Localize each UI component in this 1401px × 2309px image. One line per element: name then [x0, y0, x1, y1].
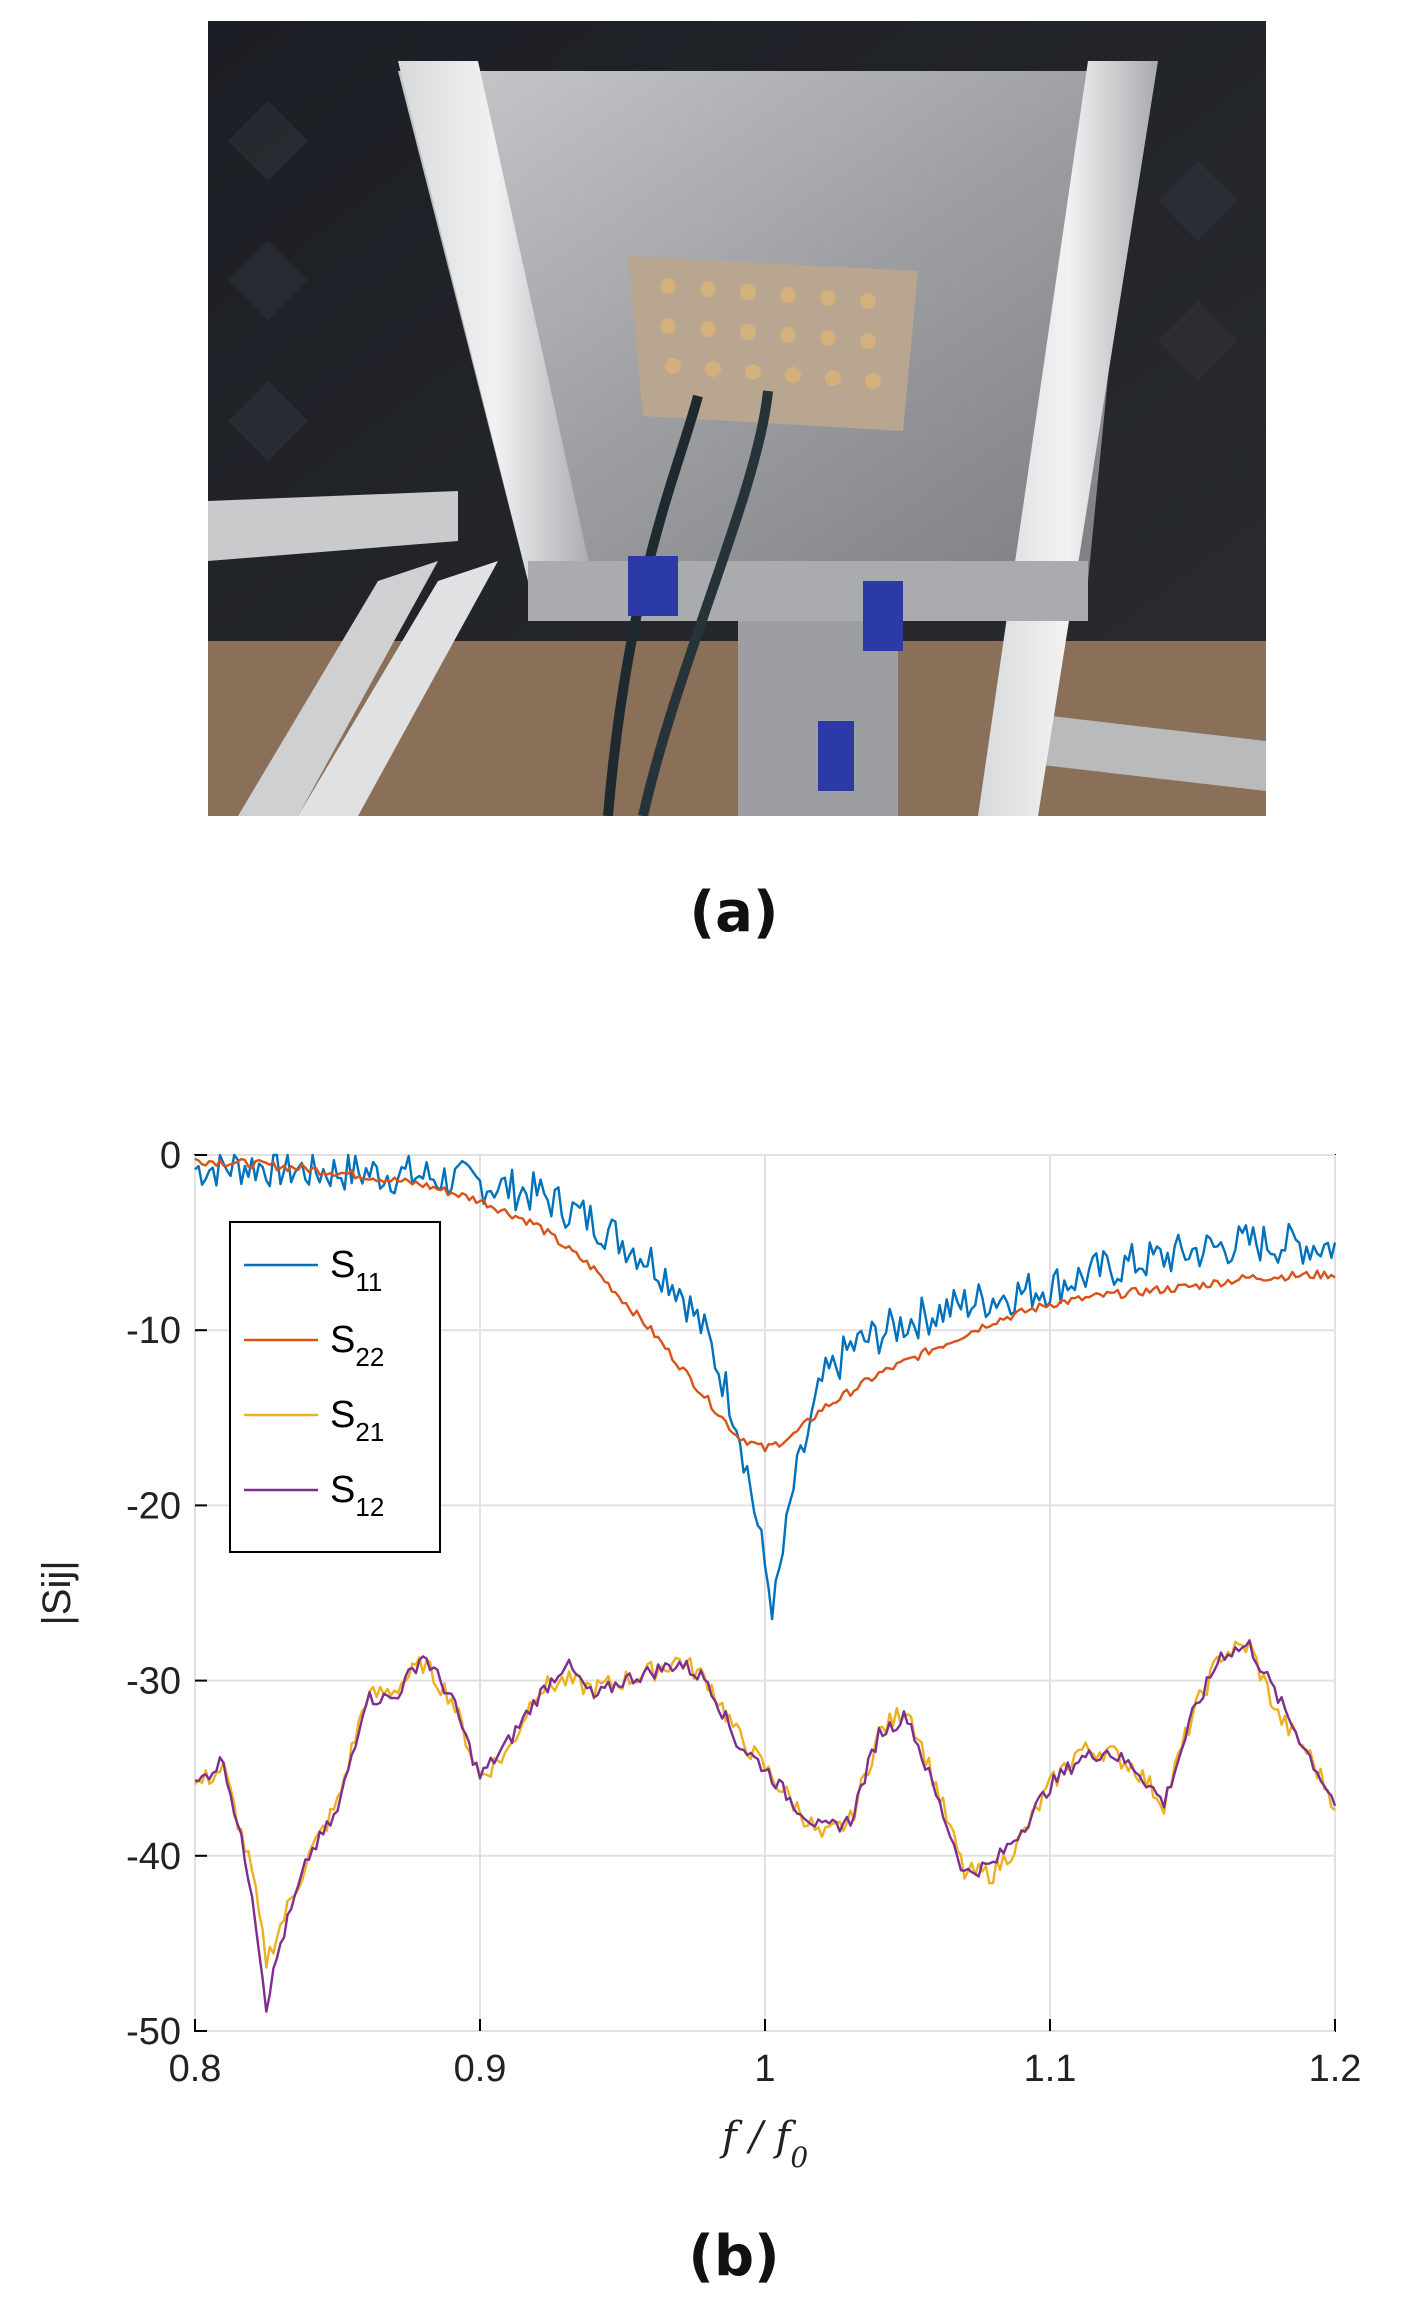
x-tick-label: 0.8	[169, 2048, 222, 2090]
legend-entry: S12	[330, 1469, 384, 1522]
s-parameter-chart: 0.8 0.9 1 1.1 1.2 0 -10 -20 -30 -40 -50 S11 S22 S21 S…	[0, 1100, 1401, 2210]
y-tick-label: -40	[126, 1836, 181, 1878]
caption-b: (b)	[688, 2224, 780, 2289]
legend-entry-sub: 22	[355, 1342, 384, 1372]
y-tick-label: -50	[126, 2011, 181, 2053]
x-axis-label-sub-index: 0	[790, 2141, 808, 2174]
y-tick-label: -10	[126, 1310, 181, 1352]
legend-entry-base: S	[330, 1394, 355, 1436]
legend-entry-base: S	[330, 1319, 355, 1361]
y-tick-label: 0	[160, 1135, 181, 1177]
x-axis-label: f / f0	[719, 2114, 808, 2174]
legend-entry-base: S	[330, 1244, 355, 1286]
legend-entry: S22	[330, 1319, 384, 1372]
photo-illustration	[208, 21, 1266, 816]
caption-a: (a)	[689, 880, 779, 945]
legend-entry-base: S	[330, 1469, 355, 1511]
legend-box	[229, 1221, 441, 1553]
series-line-s12	[194, 1639, 1337, 2013]
chart-svg: 0.8 0.9 1 1.1 1.20-10-20-30-40-50 S11S22S21S…	[35, 1135, 1361, 2174]
x-tick-label: 1.1	[1024, 2048, 1077, 2090]
series-layer	[194, 1153, 1337, 2013]
legend-entry-sub: 21	[355, 1417, 384, 1447]
y-tick-label: -30	[126, 1661, 181, 1703]
x-axis-label-sep: /	[737, 2114, 776, 2160]
legend-entry-sub: 12	[355, 1492, 384, 1522]
legend-entry-sub: 11	[355, 1267, 382, 1297]
series-line-s22	[194, 1157, 1336, 1453]
legend-entry: S21	[330, 1394, 384, 1447]
y-tick-label: -20	[126, 1485, 181, 1527]
x-tick-label: 0.9	[454, 2048, 507, 2090]
x-tick-label: 1.2	[1309, 2048, 1362, 2090]
x-tick-label: 1	[754, 2048, 775, 2090]
ticks: 0.8 0.9 1 1.1 1.2 0 -10 -20 -30 -40 -50	[126, 1135, 1361, 2090]
y-axis-label: |Sij|	[35, 1560, 79, 1625]
antenna-array-photo	[208, 21, 1266, 816]
legend-entry: S11	[330, 1244, 382, 1297]
